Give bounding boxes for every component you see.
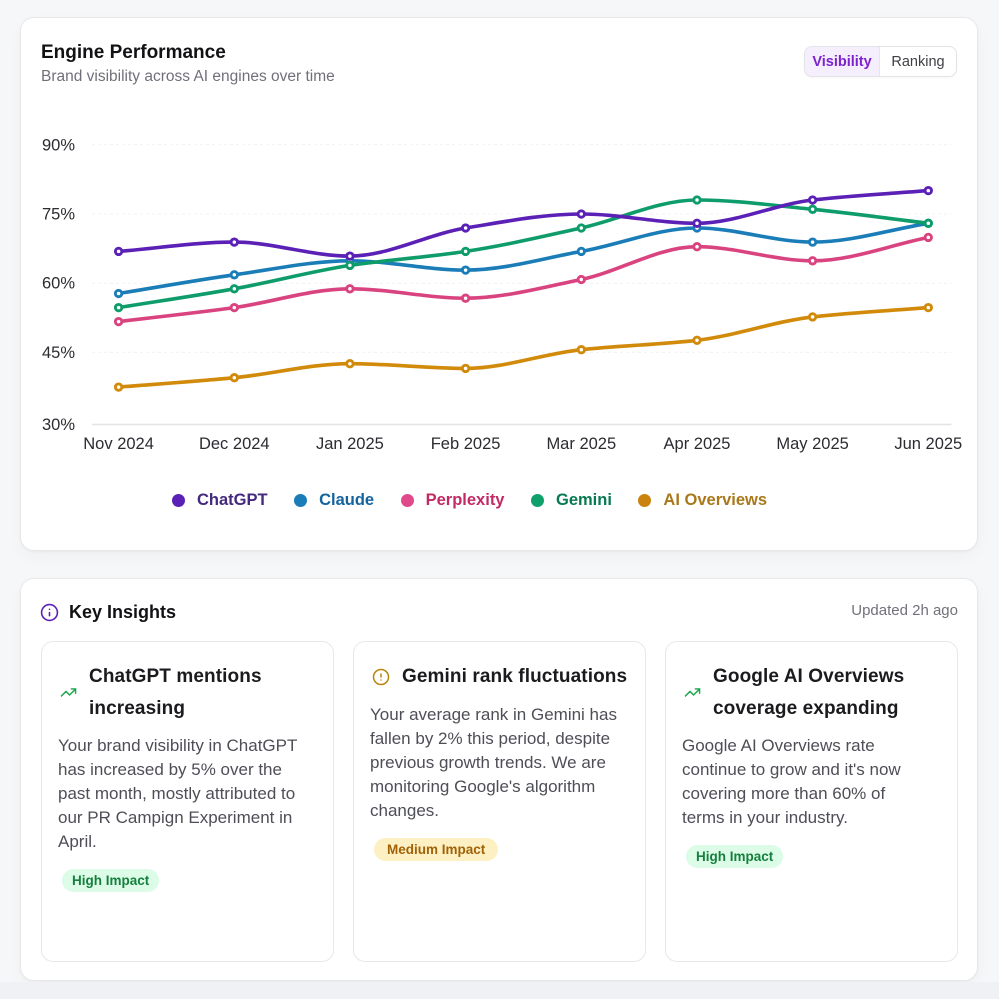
svg-text:45%: 45% xyxy=(42,344,75,362)
svg-text:75%: 75% xyxy=(42,206,75,224)
svg-text:60%: 60% xyxy=(42,275,75,293)
svg-text:Mar 2025: Mar 2025 xyxy=(546,435,616,453)
svg-text:30%: 30% xyxy=(42,416,75,434)
svg-text:90%: 90% xyxy=(42,136,75,154)
svg-text:Nov 2024: Nov 2024 xyxy=(83,435,154,453)
svg-text:Jan 2025: Jan 2025 xyxy=(316,435,384,453)
svg-text:May 2025: May 2025 xyxy=(776,435,848,453)
svg-text:Apr 2025: Apr 2025 xyxy=(664,435,731,453)
svg-text:Feb 2025: Feb 2025 xyxy=(431,435,501,453)
svg-text:Jun 2025: Jun 2025 xyxy=(894,435,962,453)
svg-text:Dec 2024: Dec 2024 xyxy=(199,435,270,453)
